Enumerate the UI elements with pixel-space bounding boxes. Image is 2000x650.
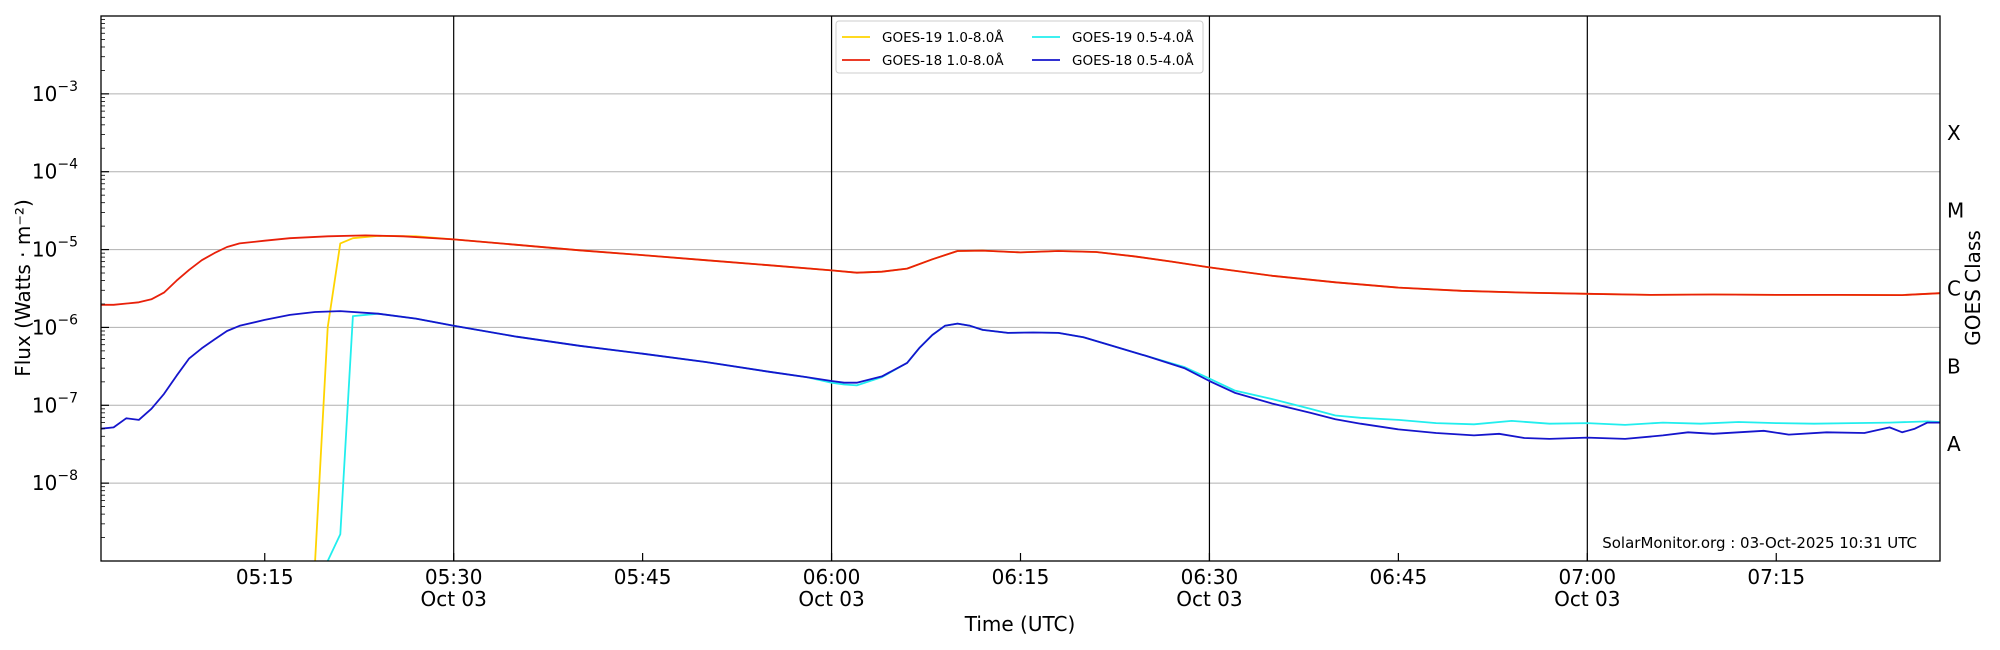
day-divider-lines: [453, 16, 1588, 561]
x-tick-date-7: Oct 03: [1554, 587, 1620, 611]
right-axis-title: GOES Class: [1961, 230, 1985, 346]
goes-class-x: X: [1947, 121, 1961, 145]
x-tick-label-2: 05:45: [614, 565, 672, 589]
x-tick-label-6: 06:45: [1370, 565, 1428, 589]
series-line-1: [101, 234, 1940, 306]
x-tick-label-3: 06:00: [803, 565, 861, 589]
x-tick-label-4: 06:15: [992, 565, 1050, 589]
legend-label-3: GOES-18 0.5-4.0Å: [1072, 52, 1194, 69]
x-tick-date-3: Oct 03: [798, 587, 864, 611]
x-axis-title: Time (UTC): [964, 612, 1076, 636]
goes-class-b: B: [1947, 354, 1961, 378]
y-axis-ticks: 10−8 10−7 10−6 10−5 10−4 10−3: [32, 19, 109, 538]
legend-box: [835, 20, 1204, 74]
y-axis-title: Flux (Watts · m⁻²): [11, 199, 35, 377]
goes-class-labels: A B C M X: [1947, 121, 1964, 456]
series-line-3: [101, 310, 1940, 440]
legend-label-2: GOES-19 0.5-4.0Å: [1072, 29, 1194, 46]
y-tick-label-4: 10−4: [32, 157, 78, 184]
x-tick-date-1: Oct 03: [420, 587, 486, 611]
legend-label-0: GOES-19 1.0-8.0Å: [882, 29, 1004, 46]
y-tick-label-1: 10−7: [32, 390, 78, 417]
goes-class-a: A: [1947, 432, 1961, 456]
x-tick-label-0: 05:15: [236, 565, 294, 589]
grid-lines: [101, 93, 1940, 484]
x-tick-label-1: 05:30: [425, 565, 483, 589]
x-tick-label-8: 07:15: [1747, 565, 1805, 589]
goes-class-c: C: [1947, 277, 1961, 301]
goes-class-m: M: [1947, 199, 1964, 223]
credit-text: SolarMonitor.org : 03-Oct-2025 10:31 UTC: [1602, 534, 1917, 552]
y-tick-label-5: 10−3: [32, 79, 78, 106]
series-lines: [101, 234, 1940, 561]
y-tick-label-0: 10−8: [32, 468, 78, 495]
x-tick-label-5: 06:30: [1181, 565, 1239, 589]
x-tick-label-7: 07:00: [1558, 565, 1616, 589]
y-tick-label-3: 10−5: [32, 235, 78, 262]
legend-label-1: GOES-18 1.0-8.0Å: [882, 52, 1004, 69]
x-tick-date-5: Oct 03: [1176, 587, 1242, 611]
legend: GOES-19 1.0-8.0Å GOES-18 1.0-8.0Å GOES-19 …: [835, 20, 1204, 74]
y-tick-label-2: 10−6: [32, 312, 78, 339]
